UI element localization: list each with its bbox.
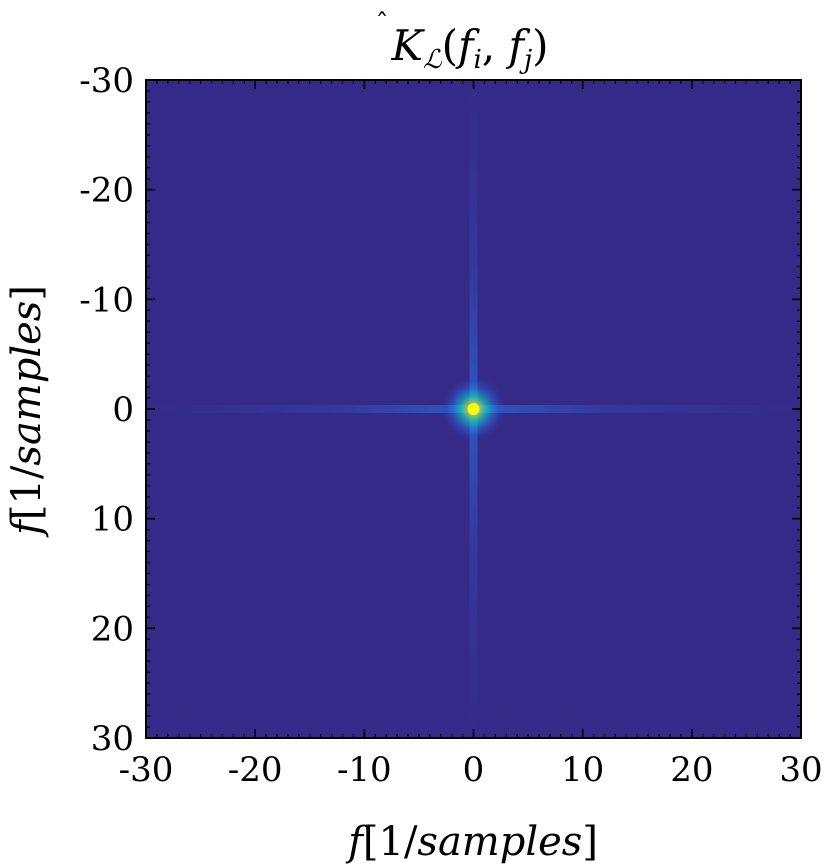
y-tick-label: -30 (79, 61, 134, 101)
x-tick-label: 0 (463, 750, 485, 790)
heatmap-field (146, 80, 801, 738)
y-tick-label: -10 (79, 280, 134, 320)
title-hat: ˆ (376, 9, 389, 39)
y-tick-label: 30 (91, 719, 134, 759)
peak-point (467, 403, 480, 415)
x-tick-label: 10 (561, 750, 604, 790)
y-tick-label: 20 (91, 609, 134, 649)
y-tick-label: -20 (79, 171, 134, 211)
x-tick-label: -20 (228, 750, 283, 790)
x-tick-label: 20 (670, 750, 713, 790)
x-axis-label: f[1/samples] (345, 819, 598, 865)
x-tick-label: -30 (119, 750, 174, 790)
chart-title: Kℒ(fi, fj) (390, 21, 548, 75)
y-tick-label: 0 (112, 390, 134, 430)
x-tick-label: 30 (779, 750, 822, 790)
x-tick-label: -10 (337, 750, 392, 790)
y-axis-label: f[1/samples] (4, 285, 50, 538)
y-tick-label: 10 (91, 500, 134, 540)
